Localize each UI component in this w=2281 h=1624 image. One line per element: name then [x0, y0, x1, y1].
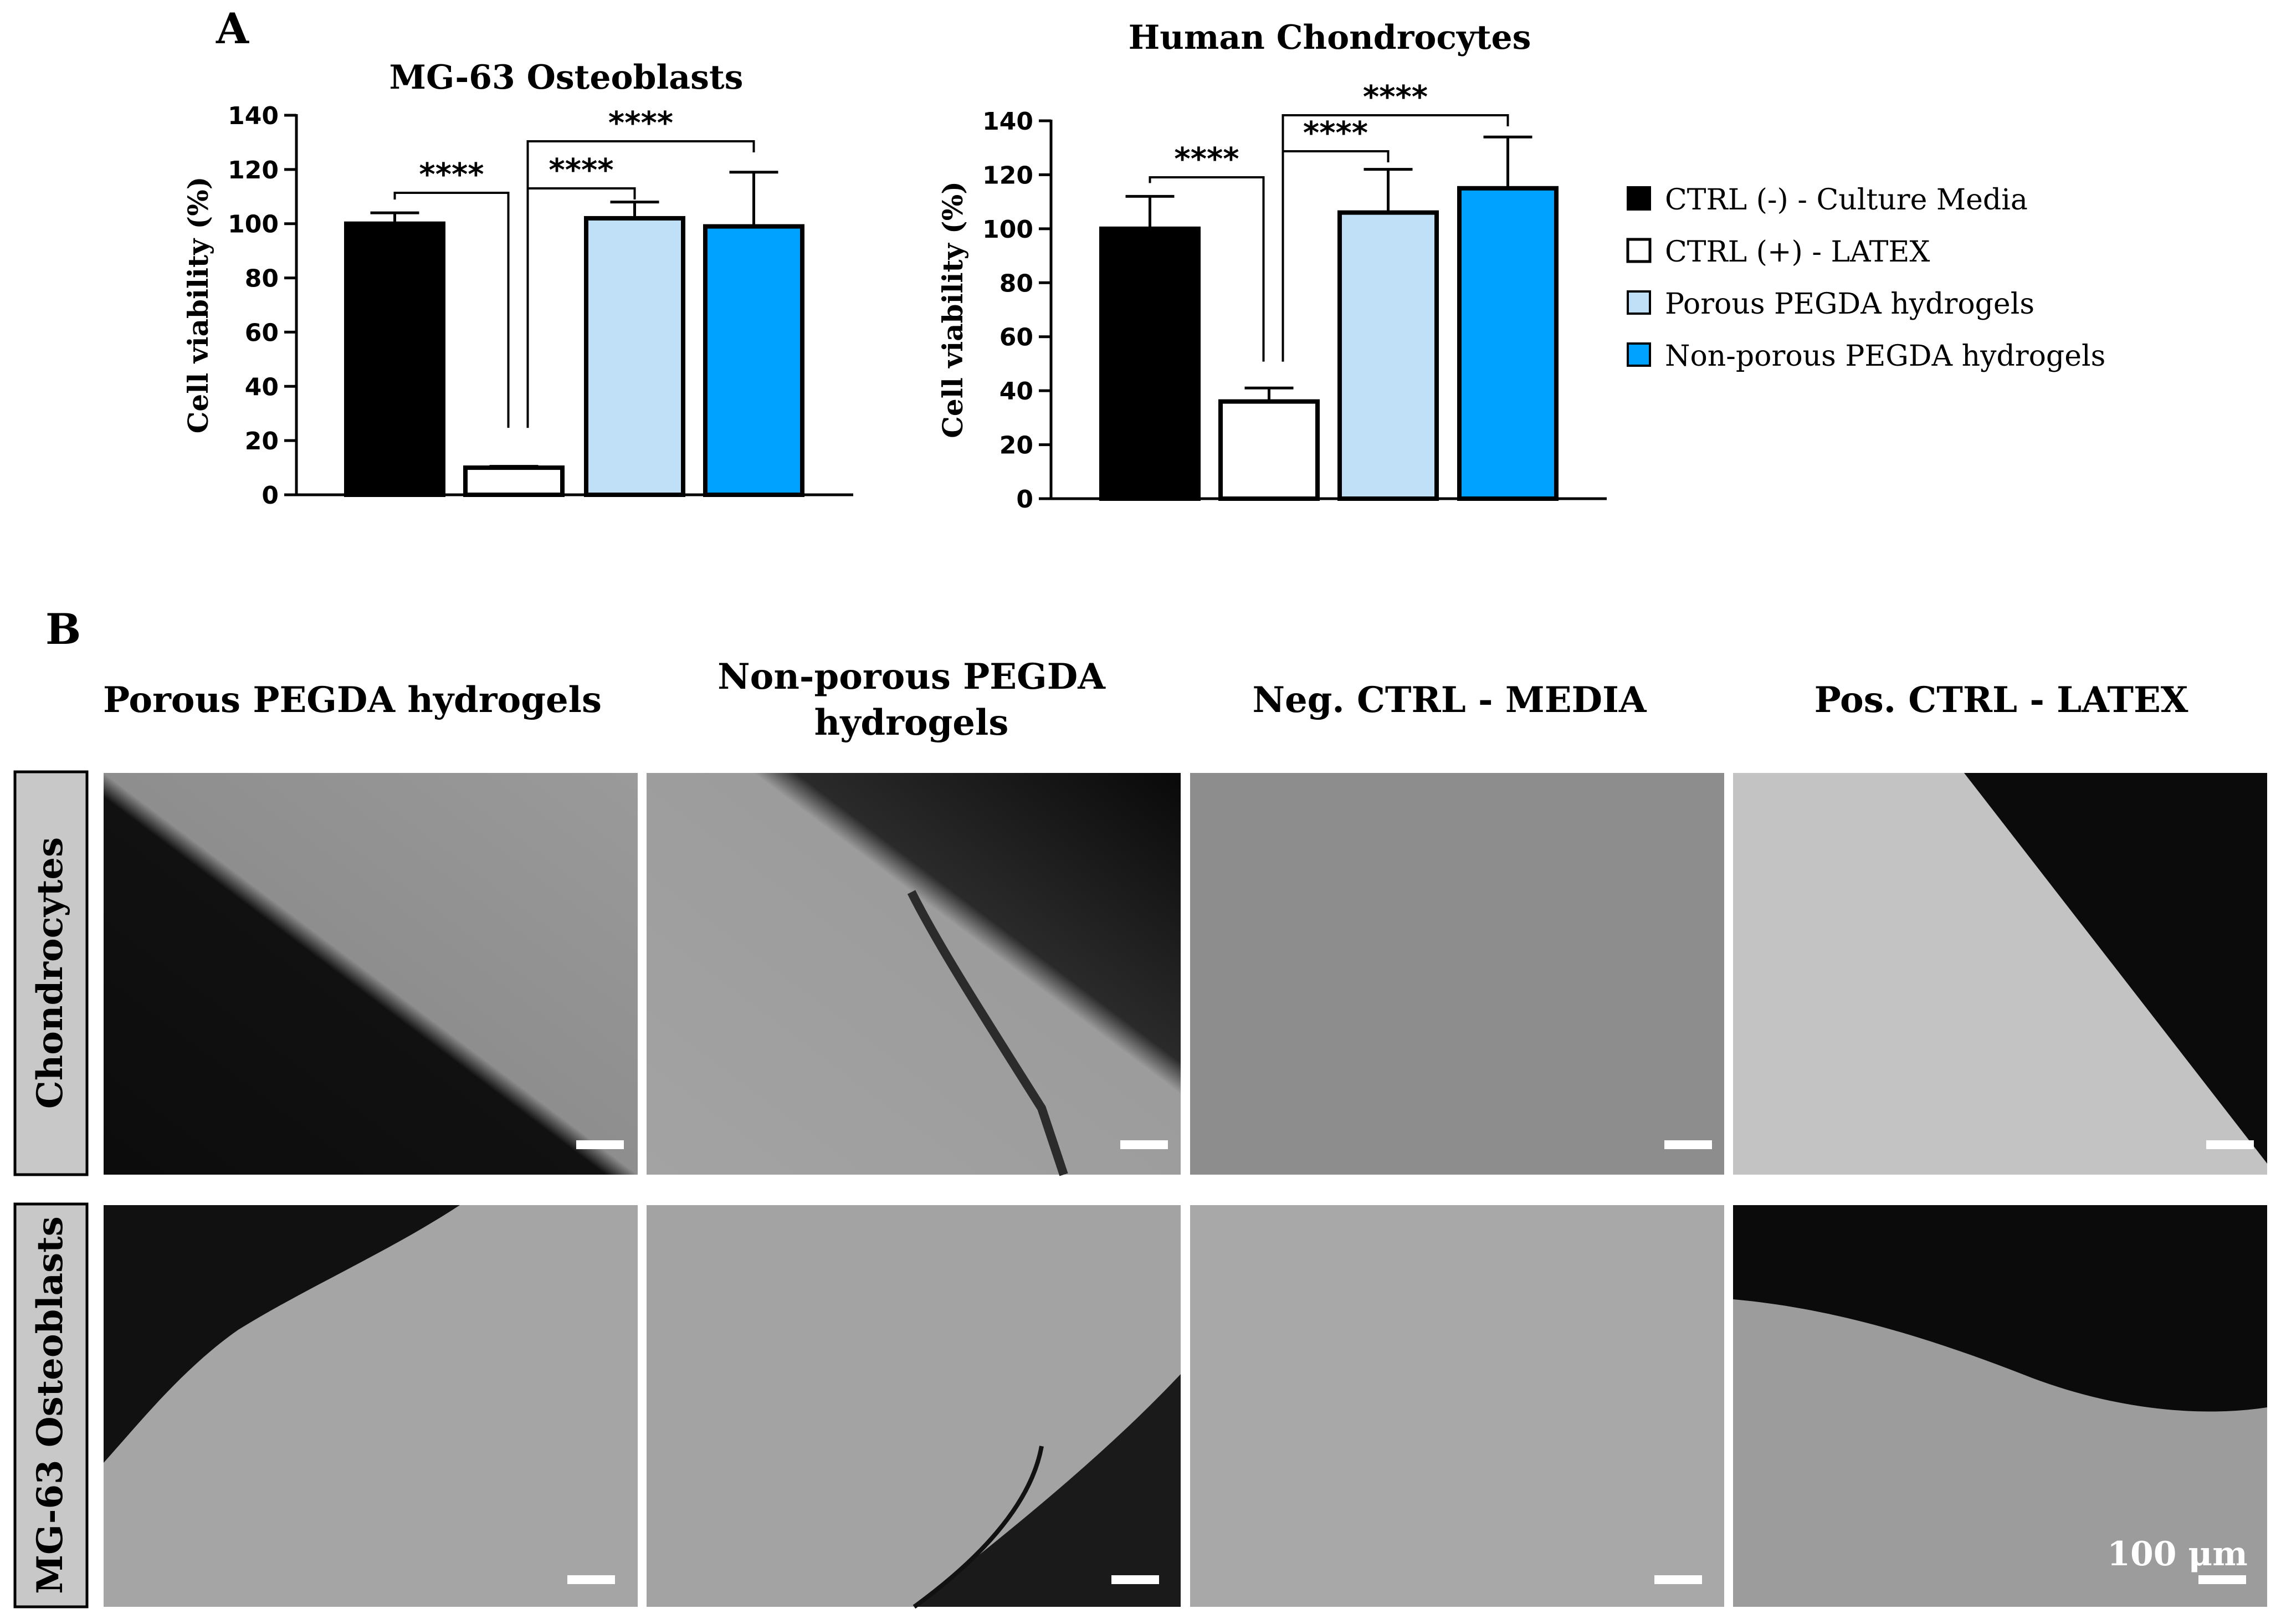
- row-label-osteoblasts: MG-63 Osteoblasts: [13, 1202, 89, 1608]
- significance-bracket-0: [1149, 176, 1265, 362]
- micrograph-chondrocytes-pos-ctrl: [1733, 773, 2267, 1175]
- col-header-nonporous-line1: Non-porous PEGDA: [717, 656, 1106, 698]
- row-label-chondrocytes-text: Chondrocytes: [29, 837, 71, 1109]
- y-tick-label: 0: [262, 481, 279, 510]
- significance-label-1: ****: [1303, 115, 1368, 151]
- legend-swatch-nonporous: [1627, 342, 1651, 367]
- scale-bar: [1664, 1140, 1712, 1149]
- legend-label-porous: Porous PEGDA hydrogels: [1665, 288, 2034, 321]
- significance-label-2: ****: [1363, 79, 1428, 115]
- bar-3: [1457, 186, 1559, 501]
- significance-bracket-2: [526, 140, 755, 428]
- legend-label-ctrl-neg: CTRL (-) - Culture Media: [1665, 183, 2028, 217]
- legend-label-ctrl-pos: CTRL (+) - LATEX: [1665, 235, 1930, 269]
- y-tick-label: 140: [982, 107, 1033, 136]
- micrograph-chondrocytes-porous: [104, 773, 638, 1175]
- scale-bar: [1654, 1575, 1702, 1584]
- y-tick-label: 120: [982, 161, 1033, 189]
- y-tick-label: 60: [999, 324, 1033, 352]
- significance-label-1: ****: [549, 152, 613, 188]
- micrograph-osteoblasts-porous: [104, 1205, 638, 1607]
- scale-bar: [576, 1140, 624, 1149]
- y-tick-label: 20: [999, 432, 1033, 460]
- micrograph-osteoblasts-pos-ctrl: 100 μm: [1733, 1205, 2267, 1607]
- col-header-pos-ctrl: Pos. CTRL - LATEX: [1814, 679, 2188, 721]
- y-tick-label: 60: [245, 319, 279, 347]
- col-header-nonporous-line2: hydrogels: [814, 702, 1009, 744]
- panel-a-label: A: [216, 4, 249, 53]
- bar-0: [1099, 226, 1201, 501]
- micrograph-osteoblasts-nonporous: [647, 1205, 1181, 1609]
- legend-label-nonporous: Non-porous PEGDA hydrogels: [1665, 340, 2105, 373]
- y-tick-label: 0: [1016, 485, 1033, 514]
- y-tick-label: 80: [245, 265, 279, 293]
- scale-bar: [1111, 1575, 1159, 1584]
- col-header-neg-ctrl: Neg. CTRL - MEDIA: [1252, 679, 1647, 721]
- chart-mg63-osteoblasts: MG-63 Osteoblasts Cell viability (%) 0 20 40…: [182, 58, 853, 510]
- y-tick-label: 140: [228, 102, 279, 130]
- legend: CTRL (-) - Culture Media CTRL (+) - LATE…: [1626, 183, 2105, 373]
- bar-1: [1218, 399, 1320, 501]
- micrograph-chondrocytes-neg-ctrl: [1190, 773, 1724, 1175]
- scale-bar: [567, 1575, 615, 1584]
- y-tick-label: 100: [228, 211, 279, 239]
- row-label-chondrocytes: Chondrocytes: [13, 770, 89, 1176]
- scale-bar: [2206, 1140, 2254, 1149]
- chart-title: MG-63 Osteoblasts: [389, 58, 744, 97]
- significance-bracket-0: [393, 192, 510, 428]
- y-tick-label: 100: [982, 216, 1033, 244]
- significance-label-0: ****: [1174, 141, 1239, 177]
- bar-1: [463, 465, 565, 497]
- col-header-porous: Porous PEGDA hydrogels: [103, 679, 602, 721]
- y-axis-label: Cell viability (%): [936, 181, 969, 438]
- y-tick-label: 20: [245, 427, 279, 455]
- scale-bar: [1120, 1140, 1168, 1149]
- legend-swatch-porous: [1627, 290, 1651, 315]
- scale-bar-label: 100 μm: [2107, 1535, 2248, 1574]
- row-label-osteoblasts-text: MG-63 Osteoblasts: [29, 1216, 71, 1594]
- y-tick-label: 40: [999, 377, 1033, 406]
- y-tick-label: 120: [228, 156, 279, 185]
- y-tick-label: 40: [245, 373, 279, 401]
- significance-label-0: ****: [419, 157, 484, 193]
- legend-swatch-ctrl-neg: [1627, 186, 1651, 211]
- legend-swatch-ctrl-pos: [1626, 238, 1652, 263]
- panel-b-label: B: [45, 604, 81, 654]
- chart-human-chondrocytes: Human Chondrocytes Cell viability (%) 0 20 4…: [936, 18, 1607, 514]
- micrograph-chondrocytes-nonporous: [647, 773, 1181, 1176]
- bar-0: [344, 221, 445, 497]
- bar-2: [584, 216, 685, 497]
- significance-label-2: ****: [608, 105, 673, 141]
- y-tick-label: 80: [999, 269, 1033, 298]
- chart-title: Human Chondrocytes: [1129, 18, 1531, 57]
- bar-2: [1337, 210, 1439, 501]
- y-axis-label: Cell viability (%): [182, 177, 214, 434]
- scale-bar: [2198, 1575, 2246, 1584]
- bar-3: [703, 224, 804, 497]
- microscopy-column-headers: Porous PEGDA hydrogels Non-porous PEGDA …: [103, 656, 2188, 744]
- significance-bracket-2: [1282, 114, 1509, 362]
- micrograph-osteoblasts-neg-ctrl: [1190, 1205, 1724, 1607]
